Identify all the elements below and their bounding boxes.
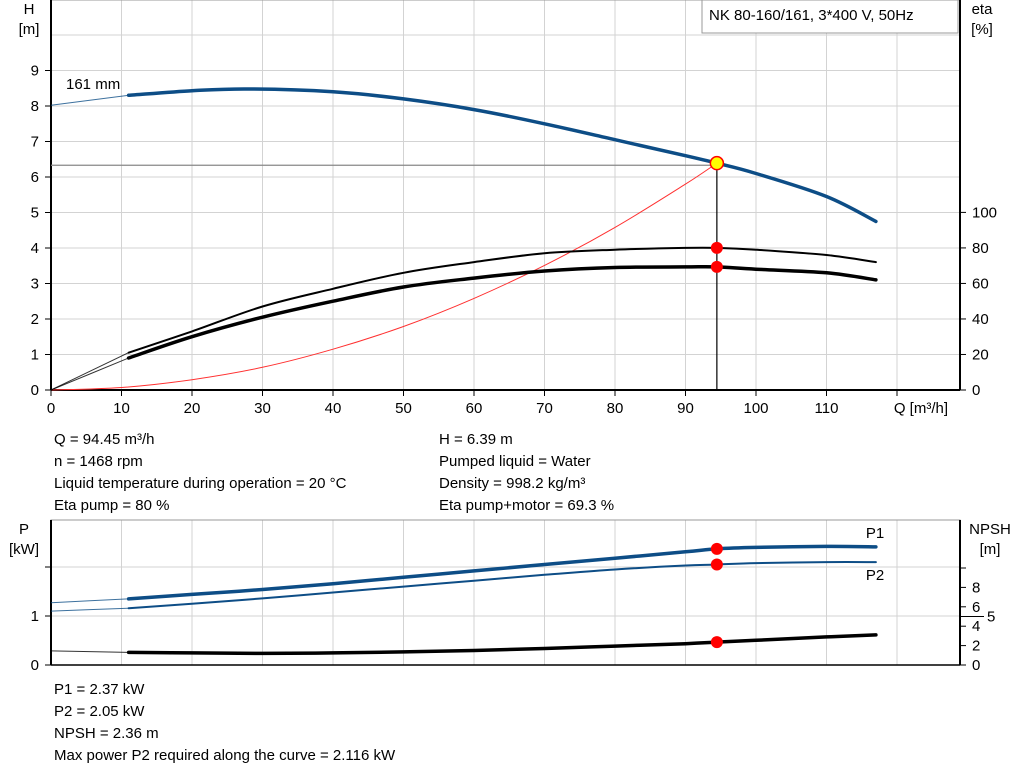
y-axis-label: [kW]: [9, 541, 39, 558]
y-axis-label: [m]: [19, 21, 40, 38]
y-tick-label: 0: [31, 382, 39, 399]
y-tick-label: 8: [31, 98, 39, 115]
eta-pump-marker: [710, 241, 723, 254]
y-right-axis-label: [%]: [971, 21, 993, 38]
result-speed: n = 1468 rpm: [54, 453, 143, 470]
y-right-tick-label: 8: [972, 579, 980, 596]
y-right-tick-label: 60: [972, 275, 989, 292]
y-right-axis-label: [m]: [980, 541, 1001, 558]
result-p1: P1 = 2.37 kW: [54, 681, 145, 698]
system-curve: [50, 162, 718, 391]
x-tick-label: 90: [677, 400, 694, 417]
results-bottom: P1 = 2.37 kW P2 = 2.05 kW NPSH = 2.36 m …: [54, 679, 395, 767]
impeller-diameter-label: 161 mm: [66, 76, 120, 93]
y-tick-label: 5: [31, 205, 39, 222]
p2-marker: [710, 558, 723, 571]
p1-curve: [126, 544, 878, 601]
eta-pump-curve: [127, 246, 877, 354]
result-head: H = 6.39 m: [439, 431, 513, 448]
y-tick-label: 3: [31, 276, 39, 293]
results-top-left: Q = 94.45 m³/h n = 1468 rpm Liquid tempe…: [54, 429, 346, 517]
result-liquid: Pumped liquid = Water: [439, 453, 591, 470]
x-tick-label: 60: [466, 400, 483, 417]
x-tick-label: 30: [254, 400, 271, 417]
y-right-tick-label: 0: [972, 382, 980, 399]
result-npsh: NPSH = 2.36 m: [54, 725, 159, 742]
npsh-curve-extension: [50, 650, 129, 653]
p1-curve-extension: [50, 598, 129, 604]
y-tick-label: 6: [31, 169, 39, 186]
y-right-tick-label: 6: [972, 599, 980, 616]
eta-pump-motor-curve-extension: [50, 357, 129, 391]
result-max-p2: Max power P2 required along the curve = …: [54, 747, 396, 764]
y-right-tick-label: 20: [972, 346, 989, 363]
x-tick-label: 110: [815, 400, 839, 417]
result-eta-pump-motor: Eta pump+motor = 69.3 %: [439, 497, 615, 514]
y-tick-label: 1: [31, 608, 39, 625]
result-density: Density = 998.2 kg/m³: [439, 475, 586, 492]
x-tick-label: 80: [607, 400, 624, 417]
y-tick-label: 0: [31, 657, 39, 674]
eta-pump-motor-curve: [126, 264, 878, 360]
x-tick-label: 20: [184, 400, 201, 417]
eta-pump-curve-extension: [50, 352, 129, 391]
y-axis-label: H: [24, 1, 35, 18]
y-tick-label: 4: [31, 240, 39, 257]
p2-label: P2: [866, 567, 884, 584]
y-right-tick-label: 4: [972, 618, 980, 635]
x-tick-label: 10: [113, 400, 130, 417]
eta-pump-motor-marker: [710, 260, 723, 273]
y-right-axis-label: eta: [972, 1, 994, 18]
y-right-tick-label: 5: [987, 609, 995, 626]
y-right-tick-label: 100: [972, 204, 997, 221]
result-temperature: Liquid temperature during operation = 20…: [54, 475, 347, 492]
results-top-right: H = 6.39 m Pumped liquid = Water Density…: [439, 429, 614, 517]
y-tick-label: 9: [31, 63, 39, 80]
p2-curve-extension: [50, 607, 129, 612]
result-eta-pump: Eta pump = 80 %: [54, 497, 170, 514]
npsh-curve: [126, 633, 878, 656]
y-tick-label: 7: [31, 134, 39, 151]
y-right-tick-label: 0: [972, 657, 980, 674]
p1-marker: [710, 542, 723, 555]
plot-area-border: [50, 519, 961, 666]
title-box: [701, 0, 959, 34]
npsh-marker: [710, 636, 723, 649]
x-axis-label: Q [m³/h]: [894, 400, 948, 417]
result-flow: Q = 94.45 m³/h: [54, 431, 155, 448]
y-tick-label: 1: [31, 347, 39, 364]
p1-label: P1: [866, 525, 884, 542]
x-tick-label: 50: [395, 400, 412, 417]
y-right-tick-label: 80: [972, 240, 989, 257]
y-right-tick-label: 40: [972, 311, 989, 328]
x-tick-label: 70: [536, 400, 553, 417]
x-tick-label: 40: [325, 400, 342, 417]
x-tick-label: 100: [743, 400, 768, 417]
head-curve: [126, 87, 878, 224]
y-axis-label: P: [19, 521, 29, 538]
x-tick-label: 0: [47, 400, 55, 417]
operating-point-marker: [709, 155, 725, 171]
y-right-axis-label: NPSH: [969, 521, 1011, 538]
y-tick-label: 2: [31, 311, 39, 328]
chart-title: NK 80-160/161, 3*400 V, 50Hz: [709, 7, 914, 24]
head-curve-extension: [50, 94, 129, 106]
result-p2: P2 = 2.05 kW: [54, 703, 145, 720]
y-right-tick-label: 2: [972, 638, 980, 655]
p2-curve: [127, 561, 877, 610]
